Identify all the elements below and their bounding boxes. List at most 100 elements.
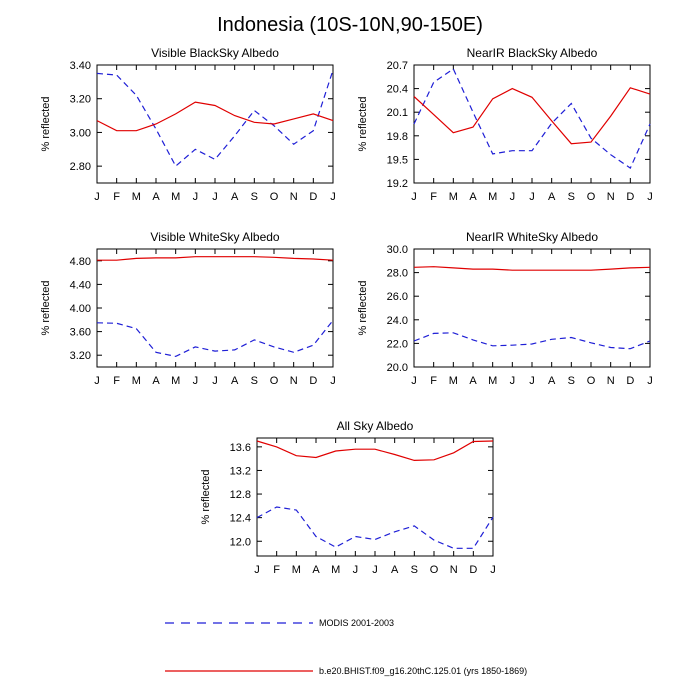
plot-frame [413, 248, 651, 368]
y-axis-label: % reflected [200, 469, 212, 524]
series-line-modis [96, 320, 334, 358]
plot-frame [256, 437, 494, 557]
x-tick-label: N [607, 191, 615, 203]
x-tick-label: A [469, 375, 477, 387]
x-tick-label: F [113, 191, 120, 203]
x-tick-label: O [587, 191, 596, 203]
x-tick-label: A [548, 191, 556, 203]
x-tick-label: M [171, 375, 180, 387]
x-tick-label: N [450, 564, 458, 576]
x-tick-label: D [309, 191, 317, 203]
x-tick-label: J [490, 564, 496, 576]
plot-frame [96, 248, 334, 368]
x-tick-label: F [430, 191, 437, 203]
x-tick-label: O [430, 564, 439, 576]
x-tick-label: J [529, 375, 535, 387]
chart-panel: NearIR BlackSky Albedo 20.7 20.4 20.1 19.8 19… [357, 46, 653, 203]
y-tick-label: 4.80 [70, 256, 91, 268]
x-tick-label: J [353, 564, 359, 576]
y-tick-label: 3.60 [70, 327, 91, 339]
y-axis-label: % reflected [357, 280, 369, 335]
x-tick-label: M [331, 564, 340, 576]
y-tick-label: 24.0 [387, 315, 408, 327]
x-tick-label: J [94, 191, 100, 203]
plot-frame [96, 64, 334, 184]
y-tick-label: 20.4 [387, 84, 408, 96]
panel-title: All Sky Albedo [337, 419, 414, 433]
x-tick-label: J [647, 191, 653, 203]
series-line-model [413, 87, 651, 145]
x-tick-label: A [231, 375, 239, 387]
x-tick-label: F [430, 375, 437, 387]
chart-panel: NearIR WhiteSky Albedo 30.0 28.0 26.0 24.0 22… [357, 230, 653, 387]
y-tick-label: 19.5 [387, 154, 408, 166]
x-tick-label: J [411, 191, 417, 203]
chart-panel: All Sky Albedo 13.6 13.2 12.8 12.4 12.0 % refl… [200, 419, 496, 576]
x-tick-label: D [309, 375, 317, 387]
x-tick-label: M [488, 191, 497, 203]
x-tick-label: J [254, 564, 260, 576]
y-tick-label: 20.0 [387, 362, 408, 374]
x-tick-label: O [270, 375, 279, 387]
legend-label-modis: MODIS 2001-2003 [319, 618, 394, 628]
chart-panels: Visible BlackSky Albedo 3.40 3.20 3.00 2.80%… [40, 46, 653, 576]
x-tick-label: M [171, 191, 180, 203]
y-tick-label: 28.0 [387, 268, 408, 280]
x-tick-label: J [94, 375, 100, 387]
x-tick-label: J [510, 375, 516, 387]
y-tick-label: 13.6 [230, 442, 251, 454]
x-tick-label: M [449, 375, 458, 387]
x-tick-label: J [212, 191, 218, 203]
x-tick-label: A [391, 564, 399, 576]
x-tick-label: M [449, 191, 458, 203]
x-tick-label: A [469, 191, 477, 203]
series-line-modis [96, 69, 334, 168]
y-axis-label: % reflected [40, 280, 52, 335]
x-tick-label: J [193, 375, 199, 387]
y-axis-label: % reflected [40, 96, 52, 151]
y-tick-label: 2.80 [70, 161, 91, 173]
x-tick-label: J [330, 191, 336, 203]
x-tick-label: J [529, 191, 535, 203]
x-tick-label: D [626, 375, 634, 387]
y-tick-label: 4.40 [70, 279, 91, 291]
x-tick-label: J [647, 375, 653, 387]
x-tick-label: A [231, 191, 239, 203]
x-tick-label: N [290, 375, 298, 387]
y-tick-label: 13.2 [230, 465, 251, 477]
x-tick-label: A [548, 375, 556, 387]
x-tick-label: A [152, 375, 160, 387]
y-tick-label: 3.20 [70, 350, 91, 362]
y-tick-label: 12.4 [230, 513, 251, 525]
y-tick-label: 19.2 [387, 178, 408, 190]
x-tick-label: S [251, 375, 258, 387]
panel-title: Visible WhiteSky Albedo [150, 230, 280, 244]
x-tick-label: J [411, 375, 417, 387]
x-tick-label: M [488, 375, 497, 387]
x-tick-label: J [510, 191, 516, 203]
series-line-modis [413, 68, 651, 170]
panel-title: NearIR WhiteSky Albedo [466, 230, 598, 244]
y-tick-label: 12.8 [230, 489, 251, 501]
x-tick-label: J [330, 375, 336, 387]
y-tick-label: 30.0 [387, 244, 408, 256]
x-tick-label: A [152, 191, 160, 203]
x-tick-label: S [568, 191, 575, 203]
legend: MODIS 2001-2003 b.e20.BHIST.f09_g16.20thC… [165, 618, 527, 676]
y-tick-label: 3.40 [70, 60, 91, 72]
y-tick-label: 3.20 [70, 94, 91, 106]
x-tick-label: J [212, 375, 218, 387]
x-tick-label: D [626, 191, 634, 203]
y-tick-label: 4.00 [70, 303, 91, 315]
x-tick-label: F [113, 375, 120, 387]
panel-title: Visible BlackSky Albedo [151, 46, 279, 60]
plot-frame [413, 64, 651, 184]
x-tick-label: O [270, 191, 279, 203]
x-tick-label: O [587, 375, 596, 387]
figure-title: Indonesia (10S-10N,90-150E) [217, 14, 483, 36]
x-tick-label: J [372, 564, 378, 576]
y-tick-label: 19.8 [387, 131, 408, 143]
chart-panel: Visible WhiteSky Albedo 4.80 4.40 4.00 3.60 3… [40, 230, 336, 387]
x-tick-label: S [411, 564, 418, 576]
x-tick-label: N [607, 375, 615, 387]
